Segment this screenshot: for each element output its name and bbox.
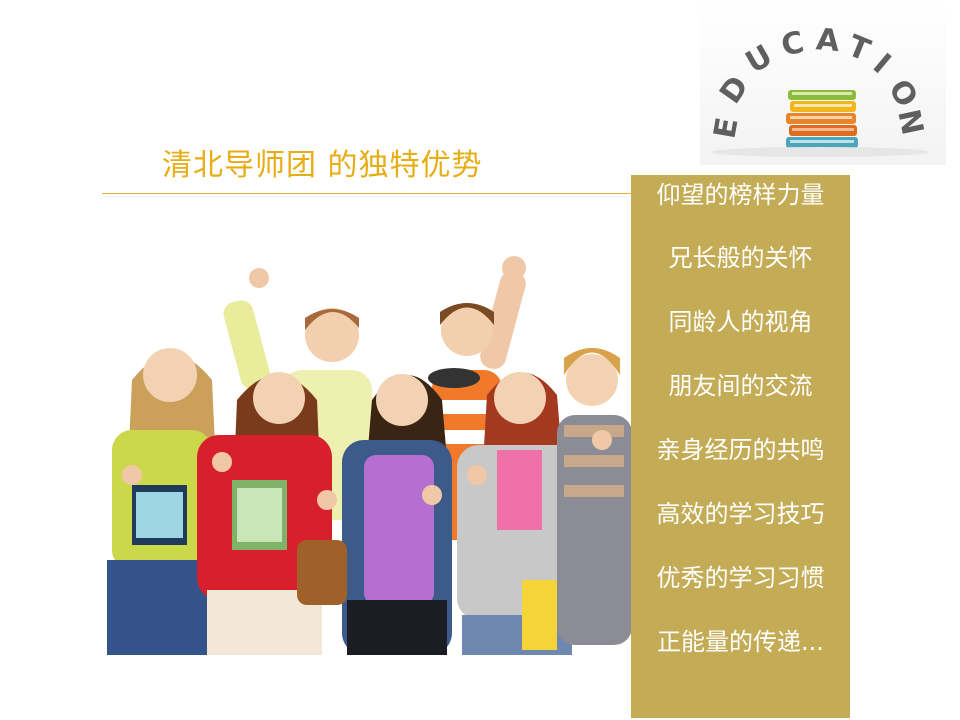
- student-gray-cardigan-girl: [457, 372, 582, 655]
- books-icon: E D U C A T I O N: [707, 22, 930, 157]
- thumbs-up-icon: [122, 465, 142, 485]
- svg-text:E: E: [707, 115, 745, 141]
- student-red-shirt-girl: [197, 372, 332, 655]
- student-blonde-girl: [107, 348, 217, 655]
- advantage-item: 同龄人的视角: [668, 308, 813, 336]
- svg-text:I: I: [866, 47, 897, 81]
- advantage-item: 正能量的传递...: [657, 628, 824, 656]
- slide-title: 清北导师团 的独特优势: [162, 148, 483, 183]
- advantage-item: 高效的学习技巧: [656, 500, 825, 528]
- advantage-item: 朋友间的交流: [668, 372, 813, 400]
- svg-text:D: D: [713, 70, 756, 110]
- students-photo: [102, 230, 632, 655]
- student-plaid-shirt-boy: [557, 348, 632, 645]
- svg-text:A: A: [815, 22, 842, 59]
- advantage-item: 仰望的榜样力量: [656, 181, 825, 209]
- advantages-panel: 仰望的榜样力量 兄长般的关怀 同龄人的视角 朋友间的交流 亲身经历的共鸣 高效的…: [631, 175, 850, 718]
- title-divider: [102, 193, 850, 194]
- svg-text:T: T: [843, 29, 876, 69]
- advantage-item: 亲身经历的共鸣: [656, 436, 825, 464]
- education-logo: E D U C A T I O N: [700, 0, 946, 165]
- svg-text:U: U: [740, 38, 779, 80]
- advantage-item: 优秀的学习习惯: [656, 564, 825, 592]
- advantage-item: 兄长般的关怀: [668, 244, 813, 272]
- svg-text:C: C: [778, 25, 807, 64]
